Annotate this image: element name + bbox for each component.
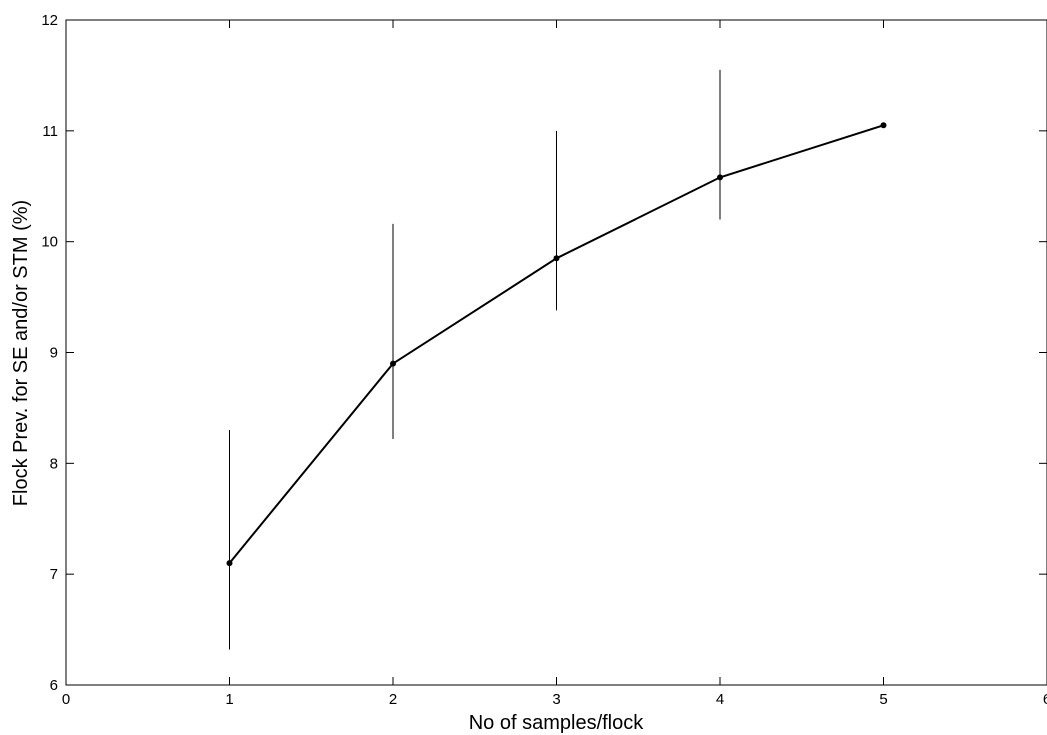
x-tick-label: 3: [552, 691, 560, 708]
y-tick-label: 9: [50, 345, 58, 362]
x-tick-label: 0: [62, 691, 70, 708]
data-point: [717, 174, 723, 181]
x-tick-label: 5: [879, 691, 887, 708]
x-tick-label: 1: [225, 691, 233, 708]
y-tick-label: 11: [42, 123, 58, 140]
x-tick-label: 6: [1043, 691, 1047, 708]
y-tick-label: 12: [41, 12, 58, 29]
tick-labels: 01234566789101112: [41, 12, 1047, 708]
x-axis-label: No of samples/flock: [469, 712, 645, 734]
y-axis-label: Flock Prev. for SE and/or STM (%): [10, 200, 32, 506]
x-tick-label: 4: [716, 691, 724, 708]
tick-marks: [65, 19, 1047, 686]
plot-area: [65, 19, 1047, 686]
error-bars: [229, 69, 721, 650]
data-point: [553, 255, 560, 262]
data-point: [390, 360, 396, 367]
y-tick-label: 6: [50, 677, 58, 694]
data-point: [226, 560, 233, 567]
x-tick-label: 2: [389, 691, 397, 708]
y-tick-label: 10: [41, 234, 58, 251]
y-tick-label: 8: [50, 455, 58, 472]
data-point: [880, 122, 887, 129]
data-points: [226, 122, 887, 567]
y-tick-label: 7: [50, 566, 58, 583]
